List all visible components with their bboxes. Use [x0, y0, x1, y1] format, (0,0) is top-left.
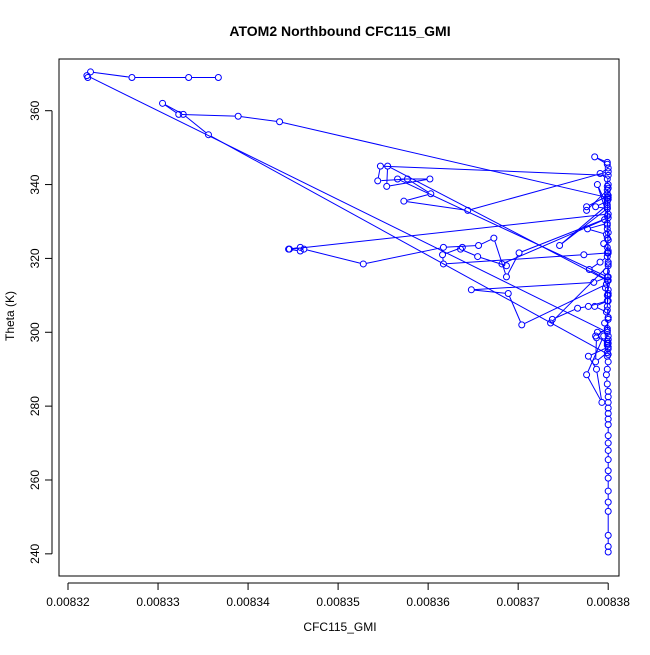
y-tick-label: 300: [28, 322, 42, 342]
x-tick-label: 0.00838: [587, 595, 631, 609]
y-tick-label: 320: [28, 248, 42, 268]
y-tick-label: 340: [28, 174, 42, 194]
y-axis-label: Theta (K): [3, 291, 17, 341]
x-tick-label: 0.00834: [226, 595, 270, 609]
y-tick-label: 360: [28, 100, 42, 120]
x-tick-label: 0.00832: [46, 595, 90, 609]
chart-title: ATOM2 Northbound CFC115_GMI: [229, 23, 450, 39]
series-line-segment: [596, 341, 597, 359]
x-tick-label: 0.00835: [316, 595, 360, 609]
x-tick-label: 0.00833: [136, 595, 180, 609]
y-tick-label: 260: [28, 470, 42, 490]
x-axis-label: CFC115_GMI: [303, 620, 376, 634]
y-tick-label: 280: [28, 396, 42, 416]
series-line-segment: [387, 169, 388, 183]
x-tick-label: 0.00836: [406, 595, 450, 609]
y-tick-label: 240: [28, 544, 42, 564]
x-tick-label: 0.00837: [496, 595, 540, 609]
